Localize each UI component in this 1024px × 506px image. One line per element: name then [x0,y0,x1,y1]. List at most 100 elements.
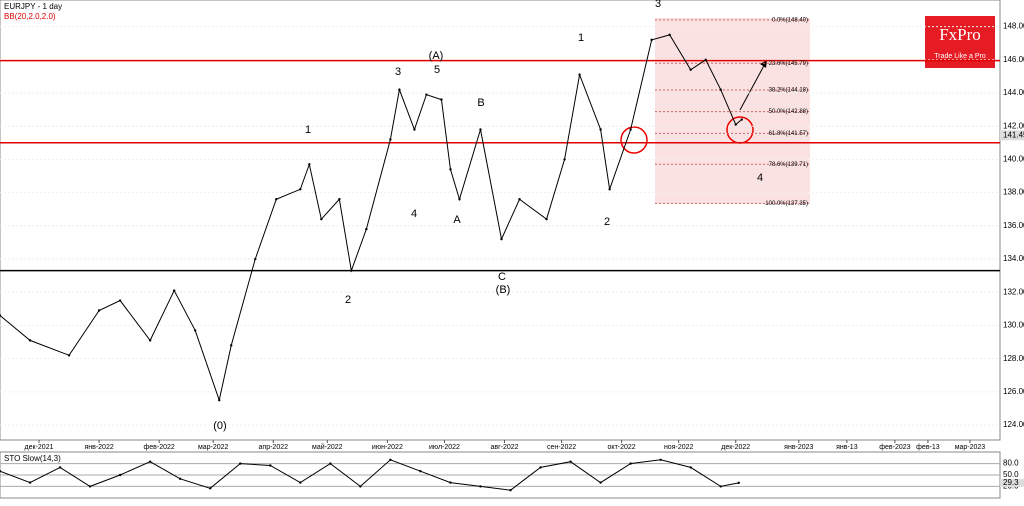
price-point [419,470,422,473]
wave-label: A [453,214,461,226]
x-tick-label: янв-13 [836,444,858,451]
price-point [650,38,653,42]
x-tick-label: авг-2022 [490,444,518,451]
symbol: EURJPY - 1 day [4,2,62,11]
price-point [599,128,602,131]
wave-label: 3 [655,0,661,10]
price-point [704,58,707,61]
price-point [578,73,581,76]
wave-label: C [498,271,506,283]
current-marker [1000,478,1024,487]
price-point [58,466,62,469]
fib-zone [655,18,810,204]
price-point [67,354,71,357]
price-point [689,466,692,469]
x-tick-label: май-2022 [312,443,343,451]
price-point [28,481,32,484]
current-label: 29.3 [1003,478,1019,487]
price-point [518,198,521,201]
price-point [239,462,242,465]
x-tick-label: дек-2022 [721,444,750,451]
wave-label: 4 [411,208,417,220]
price-point [545,217,548,221]
price-point [254,257,257,261]
wave-label: (A) [429,50,444,62]
x-tick-label: янв-2022 [84,444,113,451]
x-tick-label: июн-2022 [372,444,403,451]
price-point [719,485,722,488]
price-point [269,464,272,467]
price-point [719,88,722,91]
plot-frame [0,0,1001,441]
price-point [563,158,566,161]
price-point [88,485,92,488]
price-point [118,299,122,302]
x-tick-label: фев-13 [916,444,940,451]
price-point [0,470,2,473]
wave-label: 3 [395,66,401,78]
price-point [539,466,542,469]
logo: FxPro [939,25,981,44]
fib-label: 0.0%(148.40) [772,18,808,24]
series-line [0,459,739,491]
x-tick-label: мар-2023 [955,444,986,451]
panel-title: STO Slow(14,3) [4,454,61,463]
price-point [458,198,461,201]
price-point [569,460,572,463]
fib-label: 61.8%(141.57) [769,131,808,137]
tagline: Trade Like a Pro [934,53,986,60]
price-point [425,93,428,96]
x-tick-label: дек-2021 [25,444,54,451]
price-point [479,128,482,131]
wave-label: 1 [305,124,311,136]
price-point [659,458,662,461]
x-tick-label: окт-2022 [608,444,636,451]
price-point [218,398,221,402]
fib-label: 100.0%(137.35) [765,201,808,207]
price-point [500,237,503,241]
price-point [440,98,443,101]
wave-label: 2 [345,294,351,306]
x-tick-label: фев-2023 [879,444,910,451]
price-point [413,128,416,131]
y-tick-label: 130.00 [1003,321,1024,330]
fib-label: 38.2%(144.18) [769,88,808,94]
x-tick-label: апр-2022 [259,444,289,451]
price-point [178,477,182,480]
price-point [449,481,452,484]
price-point [359,485,362,488]
wave-label: (0) [213,420,226,432]
fib-label: 50.0%(142.88) [769,109,808,115]
price-point [148,460,152,463]
price-point [209,487,212,490]
arrow-head [760,60,767,68]
price-point [148,339,152,342]
y-tick-label: 134.00 [1003,254,1024,263]
fib-label: 23.6%(145.79) [769,61,808,67]
price-point [299,188,302,191]
y-tick-label: 140.00 [1003,155,1024,164]
wave-label: B [477,97,484,109]
fib-label: 78.6%(139.71) [769,162,808,168]
price-point [479,485,482,488]
highlight-circle [620,126,648,154]
price-point [629,462,632,465]
y-tick-label: 50.0 [1003,470,1019,479]
price-point [329,462,332,465]
price-label: 141.45 [1003,130,1024,139]
price-point [389,138,392,141]
price-point [308,163,311,166]
y-tick-label: 146.00 [1003,55,1024,64]
y-tick-label: 128.00 [1003,354,1024,363]
y-tick-label: 124.00 [1003,420,1024,429]
y-tick-label: 132.00 [1003,287,1024,296]
price-point [608,188,611,191]
price-point [97,309,101,312]
price-marker [1000,130,1024,141]
price-point [365,227,368,231]
price-point [172,289,176,292]
x-tick-label: фев-2022 [144,444,175,451]
x-tick-label: ноя-2022 [664,444,694,451]
